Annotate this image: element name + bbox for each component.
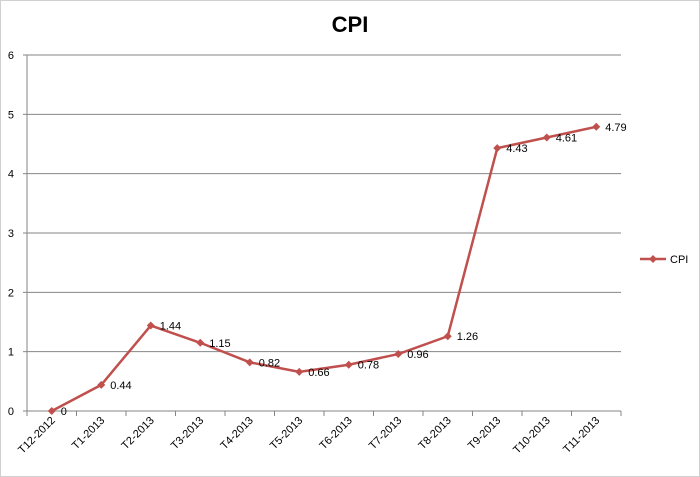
data-label: 1.15 [209,338,230,350]
data-point-marker [592,122,601,131]
chart-title: CPI [331,12,369,37]
data-label: 1.26 [457,331,478,343]
data-label: 4.79 [605,122,626,134]
x-tick-label: T1-2013 [70,415,107,452]
data-point-marker [47,407,56,415]
x-tick-label: T6-2013 [317,415,354,452]
data-point-marker [542,133,551,142]
data-point-marker [493,144,502,153]
x-tick-label: T4-2013 [218,415,255,452]
x-tick-label: T7-2013 [367,415,404,452]
data-point-marker [97,380,106,389]
data-label: 0 [61,406,67,418]
x-tick-label: T5-2013 [268,415,305,452]
y-tick-label: 0 [8,406,14,418]
data-label: 0.44 [110,380,131,392]
series-line-cpi [51,125,597,413]
x-tick-label: T11-2013 [561,415,602,456]
data-point-marker [196,338,205,347]
y-tick-label: 2 [8,287,14,299]
data-point-marker [146,321,155,330]
y-tick-label: 1 [8,347,14,359]
data-label: 0.78 [358,360,379,372]
data-label: 0.96 [407,349,428,361]
data-point-marker [295,367,304,376]
x-tick-label: T2-2013 [119,415,156,452]
legend-label: CPI [670,254,688,266]
x-tick-label: T9-2013 [466,415,503,452]
data-label: 0.82 [259,357,280,369]
data-point-marker [245,358,254,367]
data-labels: 0 0.44 1.44 1.15 0.82 0.66 0.78 0.96 1.26 4.43 4.6… [61,122,627,418]
data-label: 0.66 [308,367,329,379]
y-tick-label: 6 [8,50,14,62]
grid-lines [27,54,621,353]
data-point-marker [394,350,403,359]
y-tick-label: 5 [8,109,14,121]
legend-marker-icon [649,255,657,263]
series-cpi [47,122,601,415]
data-point-marker [344,360,353,369]
y-tick-label: 3 [8,228,14,240]
data-label: 1.44 [160,321,181,333]
data-point-marker [443,332,452,341]
axes: 0 1 2 3 4 5 6 T12-2012 T1-2013 T2-2013 T3-2013 T4-2… [8,50,622,457]
x-tick-label: T3-2013 [169,415,206,452]
x-tick-label: T8-2013 [416,415,453,452]
data-label: 4.61 [556,132,577,144]
legend: CPI [640,254,688,266]
x-tick-label: T12-2012 [16,415,58,457]
y-tick-label: 4 [8,169,14,181]
data-label: 4.43 [506,143,527,155]
x-tick-label: T10-2013 [511,415,553,457]
